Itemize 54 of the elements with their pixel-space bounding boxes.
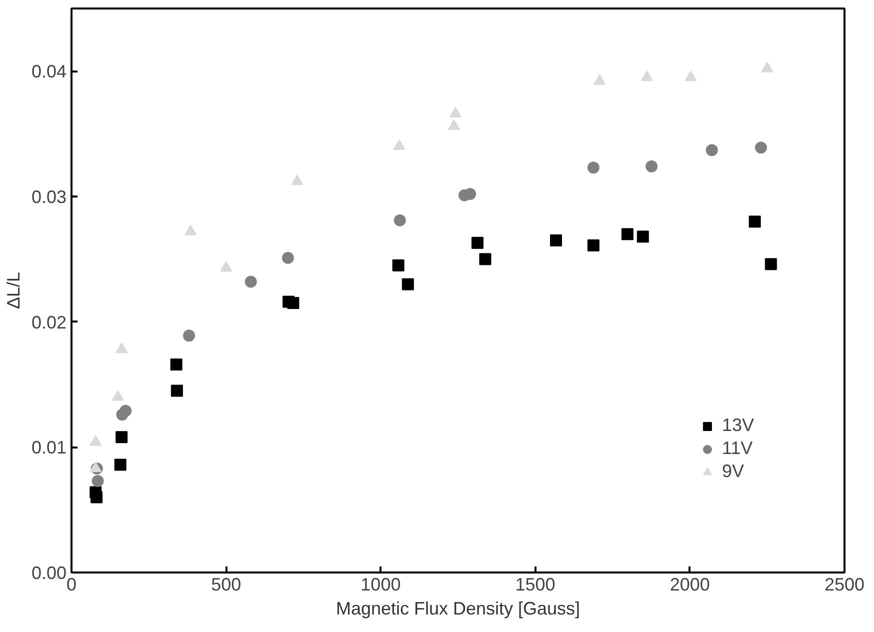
y-tick-label: 0.00 (31, 563, 67, 583)
legend-label: 9V (722, 461, 744, 482)
point (244, 276, 257, 288)
point (479, 253, 492, 266)
point (394, 214, 406, 226)
point (764, 258, 777, 270)
y-tick-label: 0.02 (31, 312, 67, 332)
x-tick-label: 1500 (515, 574, 556, 594)
point (621, 228, 634, 240)
point (587, 162, 600, 174)
legend-label: 13V (722, 415, 754, 436)
point (646, 160, 658, 172)
y-axis-title: ΔL/L (3, 272, 24, 310)
point (684, 70, 697, 82)
point (170, 358, 182, 370)
point (120, 404, 132, 417)
point (594, 74, 606, 85)
x-tick-label: 500 (211, 574, 242, 594)
point (471, 236, 484, 249)
x-tick-label: 2000 (670, 574, 710, 594)
y-tick-label: 0.03 (31, 187, 67, 207)
point (402, 278, 414, 290)
point (392, 259, 404, 272)
y-tick-label: 0.04 (31, 62, 67, 82)
point (640, 70, 653, 82)
point (116, 342, 128, 354)
point (287, 297, 300, 310)
point (587, 239, 600, 252)
x-tick-label: 2500 (824, 574, 865, 594)
point (706, 144, 718, 156)
point (90, 491, 103, 504)
point (450, 106, 462, 118)
point (550, 234, 562, 246)
point (116, 431, 128, 444)
point (291, 174, 304, 186)
point (114, 458, 126, 471)
point (636, 230, 649, 243)
point (220, 261, 232, 272)
point (182, 330, 195, 342)
point (184, 224, 197, 236)
point (92, 475, 104, 487)
point (761, 62, 774, 72)
x-axis-title: Magnetic Flux Density [Gauss] (336, 598, 580, 618)
x-tick-label: 0 (66, 574, 77, 594)
y-tick-label: 0.01 (31, 438, 67, 458)
point (170, 384, 183, 397)
legend-label: 11V (722, 438, 753, 459)
point (393, 140, 406, 150)
point (448, 119, 460, 130)
point (112, 390, 124, 401)
point (755, 142, 768, 154)
point (282, 252, 294, 264)
x-tick-label: 1000 (360, 574, 401, 594)
point (748, 216, 761, 228)
